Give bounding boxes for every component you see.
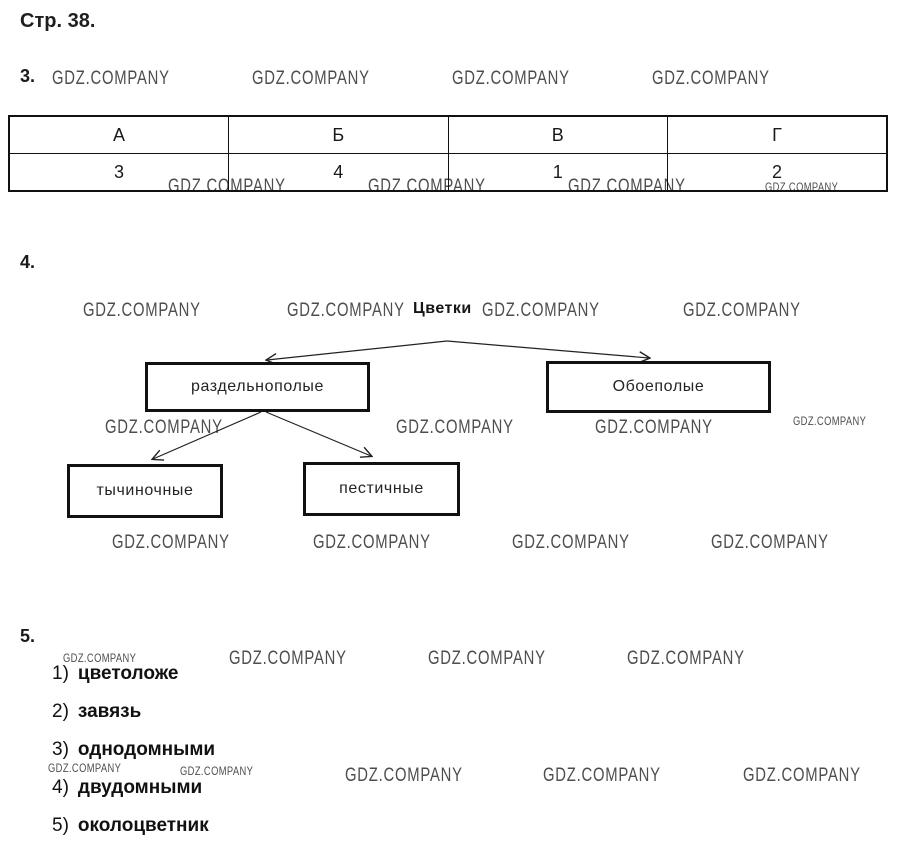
watermark: GDZ.COMPANY xyxy=(180,764,254,778)
list-item: 3) однодомными xyxy=(52,739,215,761)
arrow-branch-to-right-leaf xyxy=(265,411,371,456)
table-value-cell: 2 xyxy=(667,153,888,192)
table-header-cell: Б xyxy=(228,115,449,154)
question-4-number: 4. xyxy=(20,252,36,272)
list-item-number: 2) xyxy=(52,701,69,722)
answer-table: А Б В Г 3 4 1 2 xyxy=(8,115,888,192)
list-item: 2) завязь xyxy=(52,701,141,723)
watermark: GDZ.COMPANY xyxy=(83,300,201,321)
watermark: GDZ.COMPANY xyxy=(52,68,170,89)
watermark: GDZ.COMPANY xyxy=(313,532,431,553)
list-item-text: двудомными xyxy=(77,777,203,798)
watermark: GDZ.COMPANY xyxy=(683,300,801,321)
watermark: GDZ.COMPANY xyxy=(627,648,745,669)
table-header-cell: Г xyxy=(667,115,888,154)
list-item-number: 4) xyxy=(52,777,69,798)
watermark: GDZ.COMPANY xyxy=(105,417,223,438)
list-item-number: 3) xyxy=(52,739,69,760)
diagram-box-razdelnopolye: раздельнополые xyxy=(145,362,370,412)
question-5-number: 5. xyxy=(20,626,36,646)
list-item: 1) цветоложе xyxy=(52,663,178,685)
watermark: GDZ.COMPANY xyxy=(48,761,122,775)
watermark: GDZ.COMPANY xyxy=(287,300,405,321)
list-item-text: однодомными xyxy=(77,739,216,760)
list-item-text: околоцветник xyxy=(77,815,209,836)
table-value-cell: 3 xyxy=(8,153,229,192)
arrow-root-to-right-branch xyxy=(446,340,649,358)
diagram-box-tychinochnye: тычиночные xyxy=(67,464,223,518)
table-value-cell: 4 xyxy=(228,153,449,192)
arrow-root-to-left-branch xyxy=(267,340,448,360)
watermark: GDZ.COMPANY xyxy=(396,417,514,438)
watermark: GDZ.COMPANY xyxy=(452,68,570,89)
table-header-cell: А xyxy=(8,115,229,154)
watermark: GDZ.COMPANY xyxy=(512,532,630,553)
diagram-root-label: Цветки xyxy=(413,300,472,317)
table-value-cell: 1 xyxy=(447,153,668,192)
list-item-text: завязь xyxy=(77,701,142,722)
watermark: GDZ.COMPANY xyxy=(112,532,230,553)
watermark: GDZ.COMPANY xyxy=(711,532,829,553)
page-title: Стр. 38. xyxy=(20,10,96,32)
watermark: GDZ.COMPANY xyxy=(229,648,347,669)
diagram-box-pestichnye: пестичные xyxy=(303,462,460,516)
watermark: GDZ.COMPANY xyxy=(252,68,370,89)
watermark: GDZ.COMPANY xyxy=(595,417,713,438)
list-item: 4) двудомными xyxy=(52,777,202,799)
answer-table-value-row: 3 4 1 2 xyxy=(8,153,888,192)
question-3-number: 3. xyxy=(20,66,36,86)
watermark: GDZ.COMPANY xyxy=(793,414,867,428)
list-item: 5) околоцветник xyxy=(52,815,209,837)
list-item-number: 1) xyxy=(52,663,69,684)
diagram-box-oboepolye: Обоеполые xyxy=(546,361,771,413)
list-item-text: цветоложе xyxy=(77,663,179,684)
watermark: GDZ.COMPANY xyxy=(652,68,770,89)
list-item-number: 5) xyxy=(52,815,69,836)
answer-table-header-row: А Б В Г xyxy=(8,115,888,154)
watermark: GDZ.COMPANY xyxy=(63,651,137,665)
watermark: GDZ.COMPANY xyxy=(543,765,661,786)
table-header-cell: В xyxy=(447,115,668,154)
watermark: GDZ.COMPANY xyxy=(428,648,546,669)
watermark: GDZ.COMPANY xyxy=(345,765,463,786)
watermark: GDZ.COMPANY xyxy=(743,765,861,786)
watermark: GDZ.COMPANY xyxy=(482,300,600,321)
